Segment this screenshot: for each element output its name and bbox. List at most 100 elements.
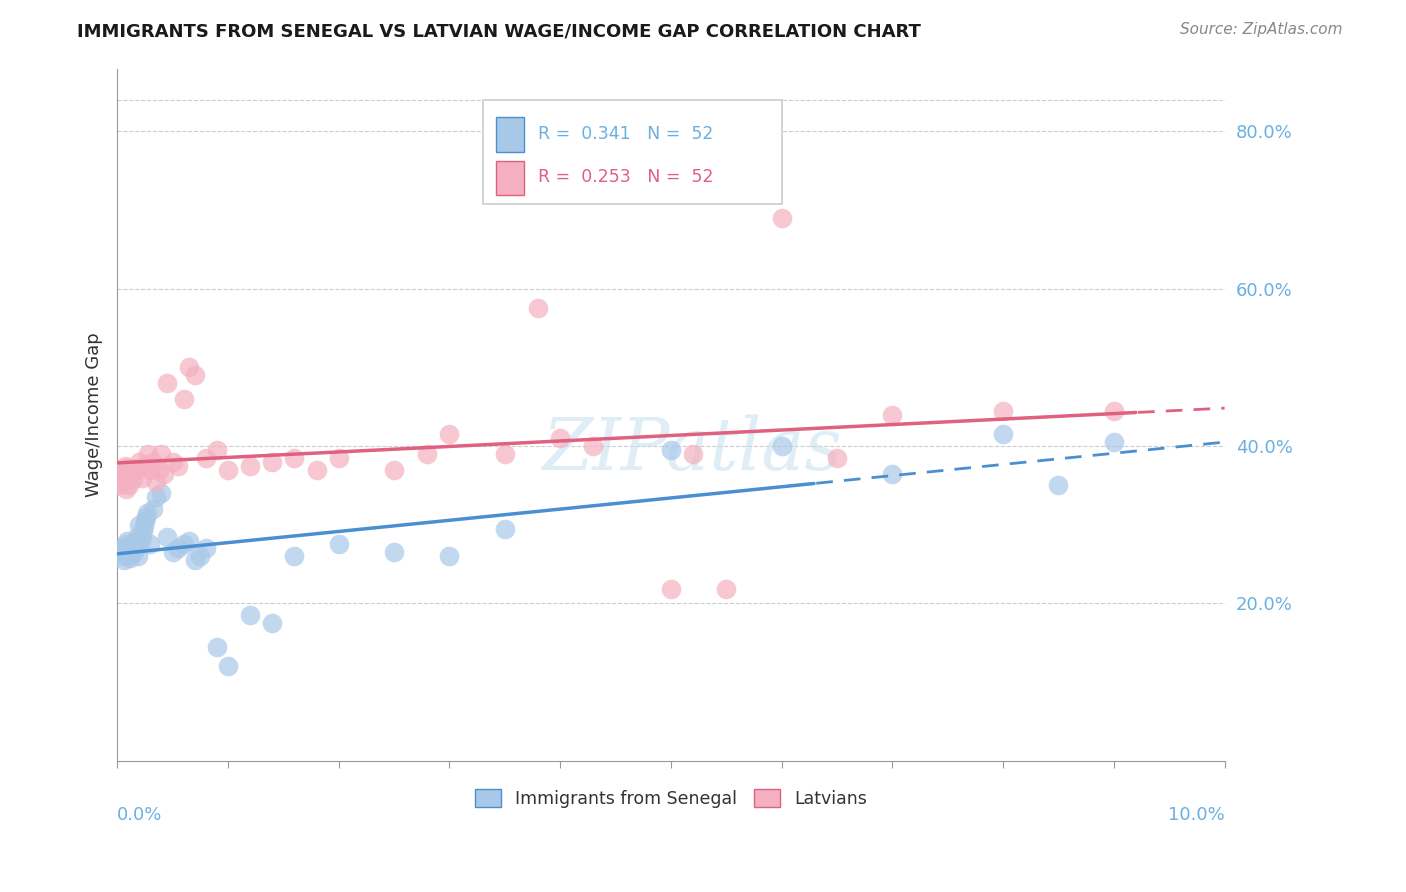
Legend: Immigrants from Senegal, Latvians: Immigrants from Senegal, Latvians: [468, 781, 875, 814]
Point: [188, 549, 211, 564]
Point: [110, 541, 132, 556]
Point: [145, 475, 167, 489]
Point: [120, 469, 142, 483]
Point: [108, 545, 131, 559]
Y-axis label: Wage/Income Gap: Wage/Income Gap: [86, 333, 103, 497]
Point: [142, 455, 165, 469]
Point: [882, 467, 904, 481]
Point: [173, 392, 195, 406]
Point: [283, 450, 305, 465]
Point: [1102, 435, 1125, 450]
Text: 0.0%: 0.0%: [117, 805, 163, 824]
Point: [142, 502, 165, 516]
Point: [110, 463, 132, 477]
Point: [217, 659, 239, 673]
Point: [139, 463, 162, 477]
Point: [136, 506, 159, 520]
Text: ZIPatlas: ZIPatlas: [543, 414, 842, 484]
Point: [183, 553, 205, 567]
Point: [167, 541, 190, 556]
Point: [118, 478, 141, 492]
Point: [118, 548, 141, 562]
Point: [439, 549, 461, 564]
Text: Source: ZipAtlas.com: Source: ZipAtlas.com: [1180, 22, 1343, 37]
Point: [162, 455, 184, 469]
Point: [129, 537, 152, 551]
Point: [111, 470, 134, 484]
Point: [156, 530, 179, 544]
Point: [582, 439, 605, 453]
Point: [527, 301, 550, 316]
Point: [127, 461, 149, 475]
Point: [416, 447, 439, 461]
Point: [328, 537, 350, 551]
Point: [136, 447, 159, 461]
Point: [770, 439, 793, 453]
Point: [659, 443, 682, 458]
Point: [262, 455, 284, 469]
Point: [122, 545, 145, 559]
Point: [108, 478, 131, 492]
Text: R =  0.341   N =  52: R = 0.341 N = 52: [538, 125, 713, 144]
Point: [139, 537, 162, 551]
Bar: [496, 117, 523, 152]
Point: [439, 427, 461, 442]
Point: [121, 537, 143, 551]
Point: [150, 447, 173, 461]
Point: [124, 541, 146, 556]
Point: [148, 463, 170, 477]
Point: [217, 463, 239, 477]
Point: [125, 533, 148, 548]
Point: [124, 464, 146, 478]
Point: [128, 517, 150, 532]
Point: [131, 470, 153, 484]
Point: [239, 458, 262, 473]
Point: [117, 540, 139, 554]
Point: [205, 640, 228, 654]
Point: [134, 514, 156, 528]
Text: IMMIGRANTS FROM SENEGAL VS LATVIAN WAGE/INCOME GAP CORRELATION CHART: IMMIGRANTS FROM SENEGAL VS LATVIAN WAGE/…: [77, 22, 921, 40]
Point: [173, 537, 195, 551]
Point: [134, 458, 156, 473]
Point: [150, 486, 173, 500]
Point: [162, 545, 184, 559]
Point: [179, 533, 201, 548]
Point: [183, 368, 205, 383]
Point: [1047, 478, 1070, 492]
Point: [991, 403, 1014, 417]
Point: [382, 545, 405, 559]
Point: [825, 450, 848, 465]
Point: [991, 427, 1014, 442]
Point: [135, 510, 157, 524]
Point: [1102, 403, 1125, 417]
Point: [112, 553, 135, 567]
Point: [682, 447, 704, 461]
Point: [132, 519, 155, 533]
Point: [305, 463, 328, 477]
Text: 10.0%: 10.0%: [1168, 805, 1225, 824]
Point: [179, 360, 201, 375]
Point: [494, 522, 516, 536]
Point: [115, 464, 138, 478]
Point: [283, 549, 305, 564]
Point: [239, 608, 262, 623]
Point: [128, 455, 150, 469]
Point: [494, 447, 516, 461]
Point: [117, 461, 139, 475]
Point: [115, 483, 138, 497]
Point: [882, 408, 904, 422]
Point: [659, 582, 682, 597]
Point: [120, 550, 142, 565]
Point: [114, 458, 136, 473]
Point: [127, 530, 149, 544]
Point: [205, 443, 228, 458]
Point: [382, 463, 405, 477]
Point: [194, 541, 217, 556]
Point: [111, 549, 134, 564]
Point: [167, 458, 190, 473]
Point: [156, 376, 179, 391]
Point: [328, 450, 350, 465]
Point: [194, 450, 217, 465]
Point: [115, 537, 138, 551]
Point: [121, 472, 143, 486]
